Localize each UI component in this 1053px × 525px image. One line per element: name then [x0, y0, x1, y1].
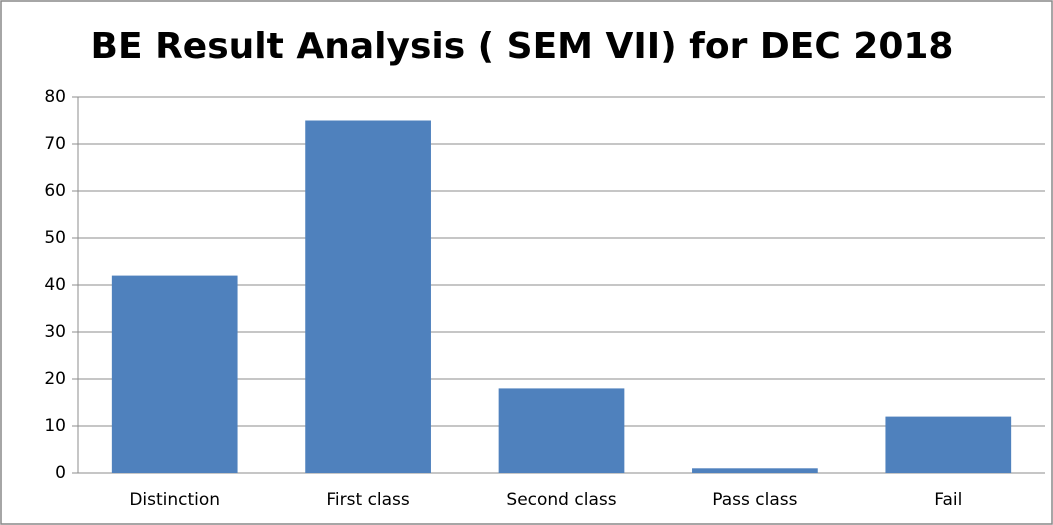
y-tick-label: 40 — [44, 275, 66, 295]
y-tick-label: 60 — [44, 181, 66, 201]
bar — [111, 275, 238, 473]
y-tick-label: 80 — [44, 87, 66, 107]
x-tick-label: Second class — [506, 490, 616, 510]
y-tick-label: 0 — [55, 463, 66, 483]
bar — [305, 120, 431, 473]
y-tick-label: 50 — [44, 228, 66, 248]
y-tick-label: 20 — [44, 369, 66, 389]
y-tick-label: 70 — [44, 134, 66, 154]
y-tick-label: 10 — [44, 416, 66, 436]
x-tick-label: First class — [326, 490, 410, 510]
bar — [498, 388, 625, 473]
bar — [885, 416, 1012, 473]
x-tick-label: Distinction — [129, 490, 220, 510]
bar — [692, 468, 818, 473]
chart-title: BE Result Analysis ( SEM VII) for DEC 20… — [91, 26, 954, 67]
x-tick-label: Fail — [934, 490, 962, 510]
y-tick-label: 30 — [44, 322, 66, 342]
x-tick-label: Pass class — [712, 490, 797, 510]
